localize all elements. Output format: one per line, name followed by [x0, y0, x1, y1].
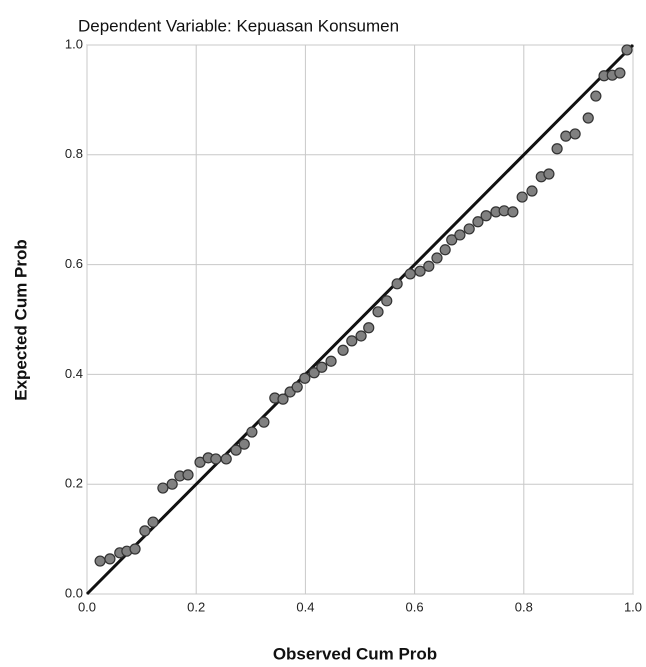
point	[166, 478, 178, 490]
point	[446, 234, 458, 246]
point	[516, 191, 528, 203]
point	[147, 516, 159, 528]
x-axis-label: Observed Cum Prob	[273, 644, 437, 663]
x-tick-label: 0.4	[296, 599, 314, 614]
point	[182, 469, 194, 481]
point	[381, 295, 393, 307]
point	[526, 185, 538, 197]
x-tick-label: 0.6	[406, 599, 424, 614]
point	[621, 44, 633, 56]
point	[346, 335, 358, 347]
x-tick-label: 1.0	[624, 599, 642, 614]
point	[230, 444, 242, 456]
y-tick-label: 1.0	[65, 36, 83, 51]
point	[404, 268, 416, 280]
point	[454, 229, 466, 241]
y-tick-label: 0.0	[65, 585, 83, 600]
point	[291, 381, 303, 393]
point	[439, 244, 451, 256]
point	[590, 90, 602, 102]
point	[582, 112, 594, 124]
point	[277, 393, 289, 405]
point	[129, 543, 141, 555]
point	[355, 330, 367, 342]
point	[94, 555, 106, 567]
point	[472, 216, 484, 228]
point	[480, 210, 492, 222]
y-tick-label: 0.2	[65, 476, 83, 491]
point	[372, 306, 384, 318]
point	[614, 67, 626, 79]
x-tick-label: 0.8	[515, 599, 533, 614]
point	[316, 361, 328, 373]
point	[560, 130, 572, 142]
point	[337, 344, 349, 356]
point	[543, 168, 555, 180]
point	[157, 482, 169, 494]
point	[507, 206, 519, 218]
point	[139, 525, 151, 537]
point	[325, 355, 337, 367]
point	[431, 252, 443, 264]
point	[551, 143, 563, 155]
x-tick-label: 0.2	[187, 599, 205, 614]
point	[299, 372, 311, 384]
point	[220, 453, 232, 465]
point	[414, 265, 426, 277]
y-tick-label: 0.8	[65, 146, 83, 161]
reference-line	[85, 43, 635, 596]
x-tick-label: 0.0	[78, 599, 96, 614]
point	[308, 367, 320, 379]
y-tick-label: 0.6	[65, 256, 83, 271]
point	[258, 416, 270, 428]
point	[463, 223, 475, 235]
point	[104, 553, 116, 565]
point	[210, 453, 222, 465]
point	[391, 278, 403, 290]
y-tick-label: 0.4	[65, 366, 83, 381]
point	[238, 438, 250, 450]
point	[363, 322, 375, 334]
point	[569, 128, 581, 140]
point	[423, 260, 435, 272]
y-axis-label: Expected Cum Prob	[11, 239, 30, 401]
point	[246, 426, 258, 438]
chart-title: Dependent Variable: Kepuasan Konsumen	[78, 16, 399, 35]
